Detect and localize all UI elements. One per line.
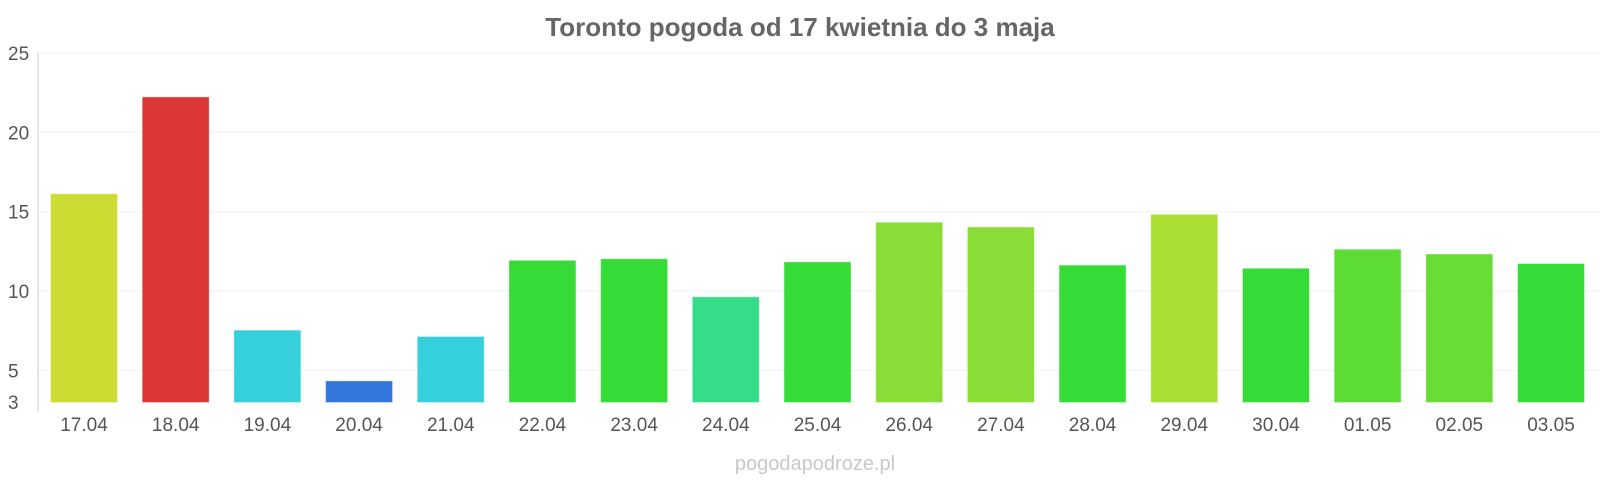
y-tick-label: 25	[8, 44, 29, 65]
bar-27.04	[967, 227, 1035, 403]
y-tick-label: 20	[8, 123, 29, 144]
bar-30.04	[1242, 268, 1310, 403]
y-tick-label: 10	[8, 282, 29, 303]
x-tick-label: 01.05	[1344, 415, 1392, 436]
x-tick-label: 23.04	[610, 415, 658, 436]
bar-22.04	[508, 260, 576, 403]
bar-24.04	[692, 296, 760, 403]
x-tick-label: 26.04	[885, 415, 933, 436]
bar-20.04	[325, 380, 393, 403]
y-axis: 3 5 10 15 20 25	[8, 44, 39, 414]
bar-28.04	[1059, 265, 1127, 403]
x-tick-label: 25.04	[794, 415, 842, 436]
bar-01.05	[1334, 249, 1402, 403]
bar-25.04	[784, 261, 851, 403]
x-axis: 17.04 18.04 19.04 20.04 21.04 22.04 23.04 24.04…	[60, 415, 1575, 436]
y-tick-label: 15	[8, 203, 29, 224]
bars	[50, 96, 1585, 403]
x-tick-label: 24.04	[702, 415, 750, 436]
bar-19.04	[233, 330, 301, 403]
x-tick-label: 29.04	[1160, 415, 1208, 436]
bar-03.05	[1517, 263, 1585, 403]
x-tick-label: 03.05	[1527, 415, 1575, 436]
chart-title: Toronto pogoda od 17 kwietnia do 3 maja	[545, 12, 1055, 42]
bar-17.04	[50, 193, 118, 403]
bar-21.04	[417, 336, 485, 403]
x-tick-label: 17.04	[60, 415, 108, 436]
x-tick-label: 27.04	[977, 415, 1025, 436]
bar-02.05	[1425, 253, 1493, 403]
bar-23.04	[600, 258, 668, 403]
x-tick-label: 21.04	[427, 415, 475, 436]
watermark: pogodapodroze.pl	[735, 453, 895, 475]
y-tick-label: 5	[8, 361, 19, 382]
bar-26.04	[875, 222, 943, 403]
x-tick-label: 20.04	[335, 415, 383, 436]
bar-18.04	[142, 96, 210, 403]
x-tick-label: 22.04	[519, 415, 567, 436]
x-tick-label: 30.04	[1252, 415, 1300, 436]
x-tick-label: 02.05	[1436, 415, 1484, 436]
y-tick-label: 3	[8, 393, 19, 414]
bar-29.04	[1150, 214, 1218, 403]
x-tick-label: 18.04	[152, 415, 200, 436]
x-tick-label: 19.04	[244, 415, 292, 436]
x-tick-label: 28.04	[1069, 415, 1117, 436]
